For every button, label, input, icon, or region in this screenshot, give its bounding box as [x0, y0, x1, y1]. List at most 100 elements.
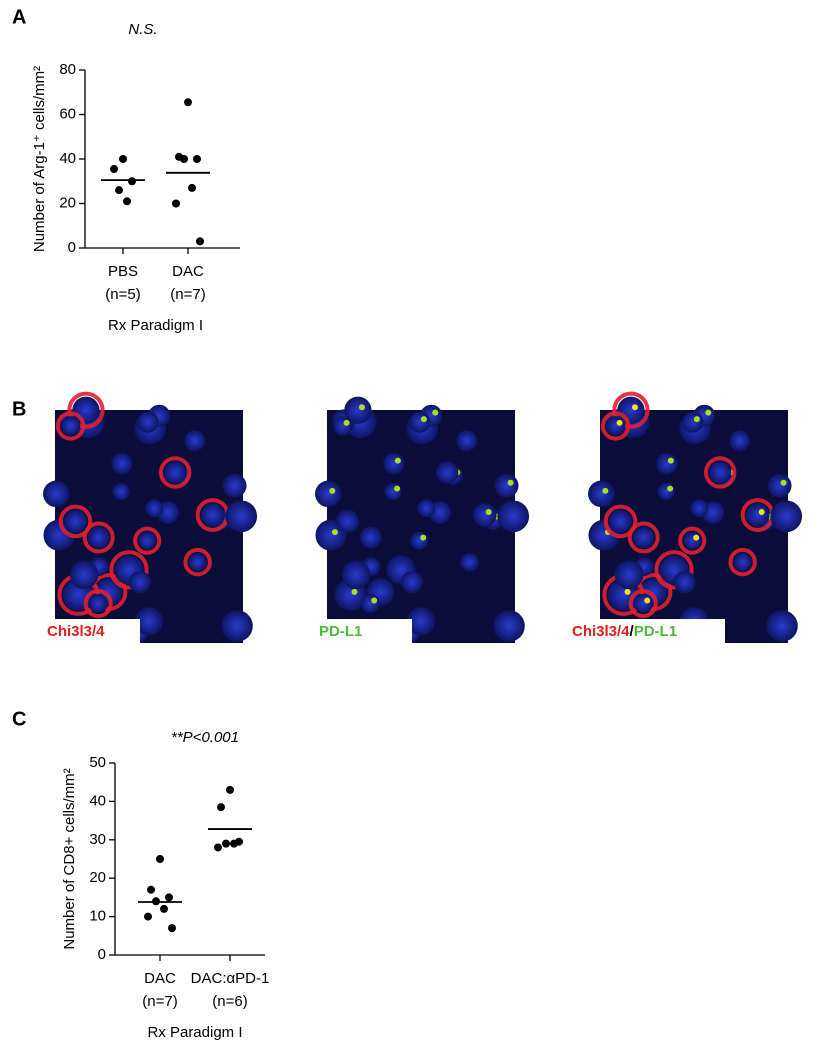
dot: [214, 843, 222, 852]
nucleus: [344, 396, 372, 424]
caption: PD-L1: [319, 623, 362, 640]
y-axis-label: Number of Arg-1⁺ cells/mm²: [31, 66, 48, 252]
stain-red: [603, 504, 638, 539]
dot: [226, 785, 234, 794]
dot: [172, 199, 180, 208]
dot: [196, 237, 204, 246]
caption-box: [327, 619, 412, 643]
nucleus: [472, 503, 497, 527]
dot: [115, 186, 123, 195]
stain-green: [507, 479, 514, 486]
micrograph: PD-L1: [315, 396, 530, 643]
n-label: (n=5): [105, 286, 140, 303]
n-label: (n=6): [212, 993, 247, 1010]
nucleus: [657, 482, 675, 501]
nucleus: [682, 411, 704, 433]
nucleus: [770, 500, 803, 533]
nucleus: [332, 416, 353, 436]
nucleus: [493, 610, 525, 642]
caption-part: Chi3l3/4: [572, 623, 630, 640]
dot: [110, 165, 118, 174]
y-tick-label: 20: [59, 194, 76, 211]
nucleus: [614, 560, 644, 590]
micrograph: Chi3l3/4: [43, 391, 258, 643]
dot: [184, 98, 192, 107]
y-tick-label: 20: [89, 869, 106, 886]
nucleus: [410, 531, 429, 550]
caption-part: Chi3l3/4: [47, 623, 105, 640]
nucleus: [145, 499, 164, 518]
stain-red: [654, 550, 694, 590]
nucleus: [417, 499, 436, 518]
nucleus: [656, 452, 678, 475]
x-tick-label: DAC:αPD-1: [191, 970, 270, 987]
y-tick-label: 0: [98, 946, 106, 963]
caption-box: [600, 619, 725, 643]
x-tick-label: DAC: [144, 970, 176, 987]
panel-label: C: [12, 708, 26, 730]
caption: Chi3l3/4/PD-L1: [572, 623, 677, 640]
stain-red: [600, 411, 631, 441]
chart-title: N.S.: [128, 21, 157, 38]
panel-label: A: [12, 6, 26, 28]
nucleus: [690, 499, 709, 518]
stain-green: [693, 534, 700, 541]
nucleus: [406, 607, 435, 636]
dot: [156, 855, 164, 863]
nucleus: [360, 594, 380, 614]
stain-red: [133, 526, 162, 555]
y-tick-label: 60: [59, 105, 76, 122]
stain-red: [67, 391, 105, 429]
nucleus: [112, 482, 130, 501]
stain-green: [358, 404, 365, 411]
nucleus: [111, 452, 133, 475]
caption-part: PD-L1: [634, 623, 677, 640]
nucleus: [184, 430, 206, 452]
nucleus: [494, 473, 519, 498]
nucleus: [222, 473, 247, 498]
nucleus: [384, 482, 402, 501]
caption: Chi3l3/4: [47, 623, 105, 640]
stain-green: [624, 588, 631, 595]
stain-red: [183, 547, 212, 577]
nucleus: [400, 571, 423, 594]
stain-green: [667, 485, 674, 492]
nucleus: [729, 430, 751, 452]
x-axis-label: Rx Paradigm I: [147, 1024, 242, 1041]
dot: [144, 912, 152, 921]
dot: [160, 904, 168, 913]
chart-title: **P<0.001: [171, 729, 239, 746]
stain-green: [371, 597, 378, 604]
y-axis-label: Number of CD8+ cells/mm²: [61, 768, 78, 949]
caption-part: PD-L1: [319, 623, 362, 640]
n-label: (n=7): [170, 286, 205, 303]
stain-green: [394, 485, 401, 492]
stain-red: [55, 411, 86, 441]
n-label: (n=7): [142, 993, 177, 1010]
nucleus: [632, 526, 655, 549]
dot: [222, 839, 230, 848]
y-tick-label: 10: [89, 908, 106, 925]
stain-green: [693, 416, 700, 423]
nucleus: [341, 560, 371, 590]
dot: [128, 177, 136, 186]
dot: [147, 885, 155, 894]
y-tick-label: 30: [89, 831, 106, 848]
nucleus: [456, 430, 478, 452]
stain-red: [109, 550, 149, 590]
dot: [230, 839, 238, 848]
dot: [180, 155, 188, 163]
stain-green: [394, 457, 401, 464]
stain-green: [485, 509, 492, 516]
dot: [119, 155, 127, 163]
nucleus: [200, 503, 225, 527]
stain-green: [329, 487, 336, 494]
nucleus: [683, 531, 702, 550]
nucleus: [335, 509, 360, 534]
nucleus: [63, 509, 88, 534]
stain-green: [351, 588, 358, 595]
stain-green: [420, 416, 427, 423]
nucleus: [69, 560, 99, 590]
nucleus: [87, 526, 110, 549]
y-tick-label: 80: [59, 61, 76, 78]
